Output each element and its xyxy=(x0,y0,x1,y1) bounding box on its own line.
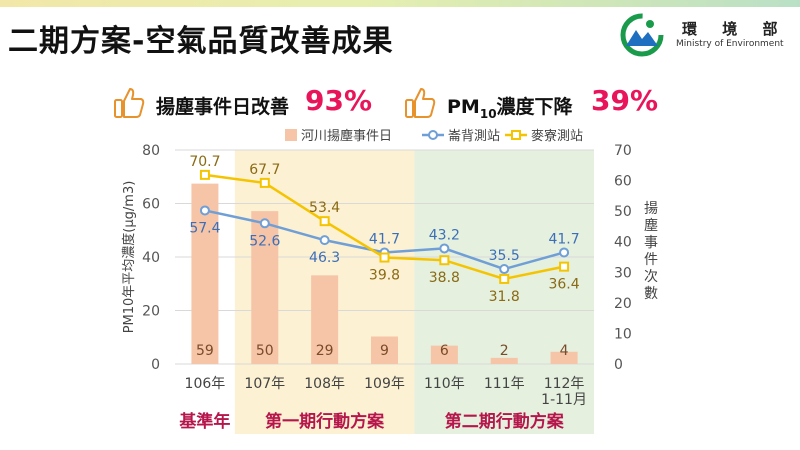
bar-data-label: 50 xyxy=(256,343,274,359)
y2-tick-label: 50 xyxy=(614,204,632,220)
y2-axis-title: 揚塵事件次數 xyxy=(644,200,658,302)
line-data-label: 31.8 xyxy=(489,289,520,305)
period-band xyxy=(414,150,594,434)
bar xyxy=(371,336,398,364)
thumbs-up-icon xyxy=(114,88,145,118)
line-data-label: 57.4 xyxy=(189,220,220,236)
y2-tick-label: 70 xyxy=(614,143,632,159)
line-data-label: 46.3 xyxy=(309,250,340,266)
y-tick-label: 0 xyxy=(151,357,160,373)
bar-data-label: 29 xyxy=(316,343,334,359)
ministry-logo: 環 境 部 Ministry of Environment xyxy=(612,12,798,58)
line-data-label: 38.8 xyxy=(429,270,460,286)
line-point xyxy=(319,216,330,227)
line-point xyxy=(499,273,510,284)
legend-label: 河川揚塵事件日 xyxy=(301,128,392,144)
highlight-label: PM10濃度下降 xyxy=(447,96,573,121)
line-point xyxy=(379,252,390,263)
x-tick-label: 107年 xyxy=(244,376,285,392)
line-point xyxy=(319,235,330,246)
y-tick-label: 80 xyxy=(142,143,160,159)
y2-tick-label: 10 xyxy=(614,326,632,342)
line-data-label: 41.7 xyxy=(548,231,579,247)
legend-label: 麥寮測站 xyxy=(531,128,583,144)
y-axis-title: PM10年平均濃度(μg/m3) xyxy=(121,181,137,334)
legend-swatch xyxy=(285,129,297,141)
line-data-label: 67.7 xyxy=(249,162,280,178)
logo-name: 環 境 部 xyxy=(682,20,788,38)
bar-data-label: 9 xyxy=(380,343,389,359)
x-tick-label: 106年 xyxy=(185,376,226,392)
y-tick-label: 60 xyxy=(142,197,160,213)
bar xyxy=(430,345,458,364)
line-point xyxy=(199,169,210,180)
y2-tick-label: 40 xyxy=(614,235,632,251)
bar xyxy=(311,275,339,364)
highlight-pm10-drop: PM10濃度下降 39% xyxy=(403,84,683,124)
thumbs-up-icon xyxy=(405,88,436,118)
legend-label: 崙背測站 xyxy=(448,129,500,144)
line-point xyxy=(499,264,510,275)
line-point xyxy=(259,177,270,188)
bar-data-label: 2 xyxy=(500,343,509,359)
period-label: 第一期行動方案 xyxy=(265,411,385,432)
y-tick-label: 40 xyxy=(142,250,160,266)
x-tick-label: 109年 xyxy=(364,376,405,392)
y2-tick-label: 30 xyxy=(614,265,632,281)
line-data-label: 53.4 xyxy=(309,200,340,216)
x-tick-label: 112年 xyxy=(544,376,585,392)
line-point xyxy=(439,255,450,266)
line-data-label: 52.6 xyxy=(249,233,280,249)
x-tick-label: 110年 xyxy=(424,376,465,392)
line-point xyxy=(559,247,570,258)
line-data-label: 43.2 xyxy=(429,227,460,243)
bar-data-label: 59 xyxy=(196,343,214,359)
page-title: 二期方案-空氣品質改善成果 xyxy=(8,24,394,59)
highlight-value: 93% xyxy=(305,84,373,117)
bar xyxy=(490,357,518,364)
line-point xyxy=(259,218,270,229)
y2-tick-label: 0 xyxy=(614,357,623,373)
line-data-label: 36.4 xyxy=(548,277,579,293)
line-data-label: 39.8 xyxy=(369,268,400,284)
bar-data-label: 6 xyxy=(440,343,449,359)
ministry-emblem-icon xyxy=(620,13,664,57)
x-tick-label: 111年 xyxy=(484,376,525,392)
bar-data-label: 4 xyxy=(560,343,569,359)
highlight-dust-days: 揚塵事件日改善 93% xyxy=(112,84,392,124)
period-label: 基準年 xyxy=(178,411,230,432)
y2-tick-label: 60 xyxy=(614,174,632,190)
highlight-label: 揚塵事件日改善 xyxy=(156,96,290,118)
line-data-label: 41.7 xyxy=(369,231,400,247)
legend-swatch xyxy=(428,130,438,140)
x-tick-label: 108年 xyxy=(304,376,345,392)
highlight-value: 39% xyxy=(591,84,659,117)
legend-swatch xyxy=(511,130,521,140)
line-data-label: 70.7 xyxy=(189,154,220,170)
y2-tick-label: 20 xyxy=(614,296,632,312)
top-gradient-bar xyxy=(0,0,800,7)
logo-english-name: Ministry of Environment xyxy=(676,39,784,49)
line-point xyxy=(199,205,210,216)
x-tick-label: 1-11月 xyxy=(541,392,587,408)
y-tick-label: 20 xyxy=(142,304,160,320)
line-point xyxy=(559,261,570,272)
period-label: 第二期行動方案 xyxy=(445,411,565,432)
line-point xyxy=(439,243,450,254)
line-data-label: 35.5 xyxy=(489,248,520,264)
bar xyxy=(251,211,279,364)
bar xyxy=(550,351,578,364)
